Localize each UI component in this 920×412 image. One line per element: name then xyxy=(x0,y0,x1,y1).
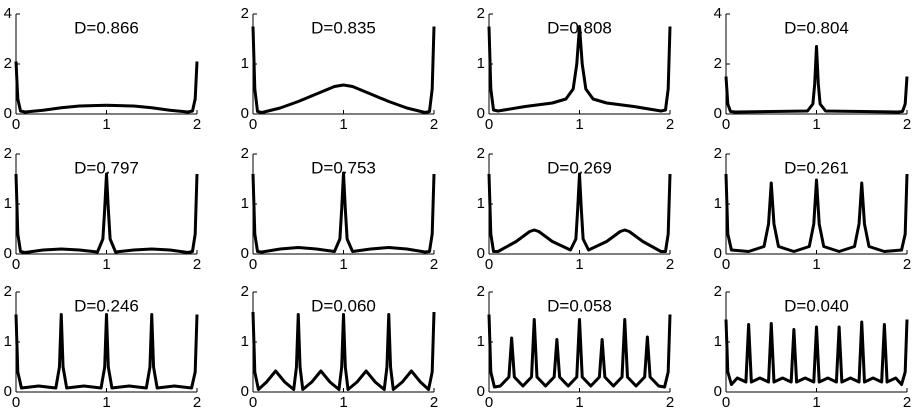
y-tick-label: 0 xyxy=(4,383,12,400)
x-tick-label: 2 xyxy=(903,394,911,411)
y-tick-label: 0 xyxy=(4,105,12,122)
x-tick-label: 2 xyxy=(193,256,201,273)
x-tick-label: 2 xyxy=(193,116,201,133)
x-tick-label: 0 xyxy=(249,116,257,133)
x-tick-label: 1 xyxy=(812,394,820,411)
y-tick-label: 0 xyxy=(477,105,485,122)
x-tick-label: 0 xyxy=(485,116,493,133)
curve xyxy=(724,173,909,253)
x-tick-label: 1 xyxy=(575,394,583,411)
x-tick-label: 0 xyxy=(722,116,730,133)
y-tick-label: 0 xyxy=(714,245,722,262)
y-tick-label: 2 xyxy=(477,283,485,300)
x-tick-label: 1 xyxy=(575,256,583,273)
x-tick-label: 0 xyxy=(12,256,20,273)
x-tick-label: 1 xyxy=(339,394,347,411)
x-tick-label: 2 xyxy=(666,394,674,411)
y-tick-label: 2 xyxy=(477,5,485,22)
y-tick-label: 0 xyxy=(241,383,249,400)
panel-title: D=0.835 xyxy=(311,18,376,37)
x-tick-label: 2 xyxy=(430,256,438,273)
curve xyxy=(724,45,909,114)
y-tick-label: 1 xyxy=(714,333,722,350)
y-tick-label: 1 xyxy=(477,55,485,72)
panel-title: D=0.040 xyxy=(784,296,849,315)
y-tick-label: 2 xyxy=(4,145,12,162)
y-tick-label: 1 xyxy=(477,333,485,350)
curve xyxy=(14,172,199,254)
y-tick-label: 2 xyxy=(714,145,722,162)
x-tick-label: 0 xyxy=(485,256,493,273)
x-tick-label: 1 xyxy=(102,394,110,411)
y-tick-label: 4 xyxy=(714,5,722,22)
panel-title: D=0.058 xyxy=(547,296,612,315)
y-tick-label: 0 xyxy=(714,383,722,400)
x-tick-label: 2 xyxy=(430,394,438,411)
y-tick-label: 1 xyxy=(477,195,485,212)
y-tick-label: 1 xyxy=(241,195,249,212)
panel-title: D=0.246 xyxy=(74,296,139,315)
x-tick-label: 0 xyxy=(12,116,20,133)
panel-title: D=0.808 xyxy=(547,18,612,37)
x-tick-label: 1 xyxy=(575,116,583,133)
y-tick-label: 1 xyxy=(241,55,249,72)
x-tick-label: 2 xyxy=(903,256,911,273)
x-tick-label: 1 xyxy=(339,256,347,273)
x-tick-label: 0 xyxy=(485,394,493,411)
panel-title: D=0.060 xyxy=(311,296,376,315)
y-tick-label: 2 xyxy=(4,283,12,300)
x-tick-label: 0 xyxy=(12,394,20,411)
y-tick-label: 0 xyxy=(241,245,249,262)
x-tick-label: 2 xyxy=(430,116,438,133)
x-tick-label: 1 xyxy=(102,256,110,273)
y-tick-label: 2 xyxy=(477,145,485,162)
x-tick-label: 2 xyxy=(666,256,674,273)
y-tick-label: 0 xyxy=(477,245,485,262)
y-tick-label: 2 xyxy=(241,283,249,300)
x-tick-label: 2 xyxy=(903,116,911,133)
panel-title: D=0.753 xyxy=(311,158,376,177)
x-tick-label: 0 xyxy=(249,256,257,273)
curve xyxy=(251,311,436,391)
y-tick-label: 2 xyxy=(241,5,249,22)
y-tick-label: 1 xyxy=(4,195,12,212)
curve xyxy=(14,313,199,390)
y-tick-label: 0 xyxy=(714,105,722,122)
y-tick-label: 1 xyxy=(241,333,249,350)
panel-title: D=0.866 xyxy=(74,18,139,37)
y-tick-label: 0 xyxy=(241,105,249,122)
curve xyxy=(487,25,672,113)
panel-title: D=0.804 xyxy=(784,18,849,37)
x-tick-label: 2 xyxy=(193,394,201,411)
y-tick-label: 2 xyxy=(714,55,722,72)
curve xyxy=(724,319,909,386)
x-tick-label: 1 xyxy=(339,116,347,133)
y-tick-label: 0 xyxy=(4,245,12,262)
x-tick-label: 0 xyxy=(722,256,730,273)
panel-title: D=0.797 xyxy=(74,158,139,177)
y-tick-label: 1 xyxy=(714,195,722,212)
curve xyxy=(14,61,199,114)
y-tick-label: 0 xyxy=(477,383,485,400)
x-tick-label: 1 xyxy=(812,116,820,133)
y-tick-label: 2 xyxy=(241,145,249,162)
y-tick-label: 2 xyxy=(714,283,722,300)
y-tick-label: 4 xyxy=(4,5,12,22)
panel-title: D=0.261 xyxy=(784,158,849,177)
curve xyxy=(487,314,672,389)
x-tick-label: 1 xyxy=(812,256,820,273)
y-tick-label: 1 xyxy=(4,333,12,350)
panel-title: D=0.269 xyxy=(547,158,612,177)
y-tick-label: 2 xyxy=(4,55,12,72)
x-tick-label: 1 xyxy=(102,116,110,133)
x-tick-label: 0 xyxy=(249,394,257,411)
x-tick-label: 2 xyxy=(666,116,674,133)
curve xyxy=(251,171,436,254)
curve xyxy=(251,26,436,114)
curve xyxy=(487,172,672,253)
x-tick-label: 0 xyxy=(722,394,730,411)
